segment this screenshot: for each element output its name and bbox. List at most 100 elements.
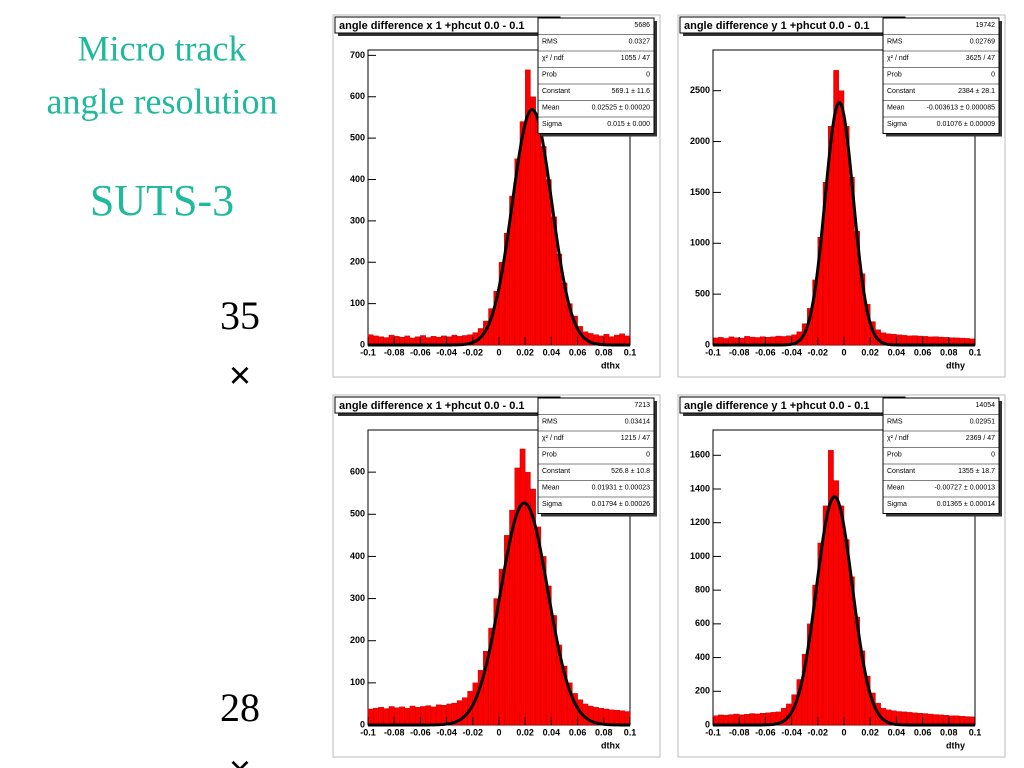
stats-label: χ² / ndf [887, 435, 909, 442]
stats-value: 569.1 ± 11.6 [612, 88, 650, 95]
histogram-bar [414, 707, 421, 726]
histogram-bar [404, 707, 411, 726]
x-tick-label: -0.06 [755, 727, 776, 737]
x-axis-label: dthy [946, 360, 965, 370]
x-tick-label: -0.06 [410, 347, 431, 357]
y-tick-label: 300 [350, 593, 365, 603]
x-tick-label: 0 [496, 727, 501, 737]
histogram-bar [624, 711, 631, 726]
y-tick-label: 2500 [690, 85, 710, 95]
fit-curve [713, 101, 975, 347]
histogram-bar [425, 705, 432, 726]
y-tick-label: 400 [350, 551, 365, 561]
histogram-bar [378, 707, 384, 726]
stats-label: Constant [542, 88, 570, 95]
stats-value: 3625 / 47 [966, 55, 995, 62]
fit-curve [713, 495, 975, 727]
stats-value: 0.02951 [970, 418, 995, 425]
x-tick-label: 0 [841, 347, 846, 357]
x-axis-label: dthx [601, 360, 620, 370]
x-tick-label: 0.08 [940, 727, 958, 737]
x-tick-label: 0 [496, 347, 501, 357]
x-tick-label: 0 [841, 727, 846, 737]
fit-curve [368, 107, 630, 347]
stats-value: 0.03414 [625, 418, 650, 425]
x-tick-label: -0.02 [808, 347, 829, 357]
x-tick-label: -0.08 [729, 727, 750, 737]
y-tick-label: 1200 [690, 517, 710, 527]
stats-label: Prob [542, 71, 557, 78]
chart-title: angle difference x 1 +phcut 0.0 - 0.1 [339, 20, 525, 32]
x-tick-label: 0.06 [914, 347, 932, 357]
histogram-bar [603, 708, 610, 726]
stats-label: χ² / ndf [887, 55, 909, 62]
x-tick-label: 0.04 [888, 347, 906, 357]
stats-box [537, 397, 655, 514]
histogram-panel: 0 200 400 600 800 1000 1200 1400 1600 -0.1 -0.08 -0… [677, 394, 1006, 758]
stats-label: Mean [887, 104, 905, 111]
histogram-bar [754, 713, 761, 726]
stats-label: Prob [887, 451, 902, 458]
stats-box [537, 17, 655, 134]
fit-curve [368, 501, 630, 727]
stats-label: Mean [542, 104, 560, 111]
histogram-bar [932, 714, 939, 726]
histogram-bar [519, 121, 526, 346]
histogram-bar [367, 334, 374, 346]
stats-value: 0 [991, 71, 995, 78]
stats-label: Constant [887, 88, 915, 95]
x-tick-label: -0.04 [436, 347, 457, 357]
x-tick-label: -0.06 [410, 727, 431, 737]
histogram-bar [441, 704, 447, 726]
stats-value: 0.015 ± 0.000 [607, 121, 650, 128]
x-tick-label: 0.1 [969, 347, 982, 357]
stats-label: RMS [887, 38, 903, 45]
stats-box [882, 397, 1000, 514]
stats-value: 2369 / 47 [966, 435, 995, 442]
x-axis-label: dthy [946, 740, 965, 750]
y-tick-label: 500 [350, 509, 365, 519]
slide-title-line: Micro track [78, 28, 247, 68]
histogram-bar [917, 713, 923, 726]
histogram-bar [927, 713, 934, 726]
stats-label: RMS [887, 418, 903, 425]
x-tick-label: 0.06 [569, 347, 587, 357]
x-tick-label: 0.04 [888, 727, 906, 737]
histogram-bar [896, 711, 902, 726]
histogram-bar [367, 708, 374, 726]
y-tick-label: 500 [695, 289, 710, 299]
x-tick-label: -0.08 [384, 727, 405, 737]
histogram-bar [759, 713, 766, 726]
histogram-bar [435, 704, 442, 726]
histogram-bar [728, 714, 735, 726]
histogram-bar [399, 706, 405, 726]
histogram-bar [833, 480, 839, 726]
histogram-bar [530, 96, 536, 346]
histogram-bar [733, 713, 740, 726]
stats-entries: 5686 [634, 22, 650, 29]
histogram-bar [718, 714, 724, 726]
y-tick-label: 0 [360, 719, 365, 729]
x-tick-label: -0.06 [755, 347, 776, 357]
stats-value: 0.0327 [629, 38, 651, 45]
stats-value: 0.01076 ± 0.00009 [937, 121, 995, 128]
x-tick-label: 0.1 [624, 727, 637, 737]
x-tick-label: -0.02 [463, 727, 484, 737]
x-tick-label: -0.04 [781, 727, 802, 737]
histogram-bar [394, 707, 400, 726]
stats-label: RMS [542, 418, 558, 425]
stats-value: 0 [646, 451, 650, 458]
y-tick-label: 1000 [690, 238, 710, 248]
chart-title: angle difference x 1 +phcut 0.0 - 0.1 [339, 400, 525, 412]
y-tick-label: 400 [350, 174, 365, 184]
histogram-bar [462, 697, 468, 726]
stats-label: Constant [542, 468, 570, 475]
histogram-bar [619, 710, 625, 726]
histogram-bar [739, 714, 745, 726]
histogram-bar [614, 710, 620, 726]
stats-label: Sigma [542, 501, 562, 508]
note: × [229, 355, 251, 397]
x-tick-label: 0.02 [516, 347, 534, 357]
